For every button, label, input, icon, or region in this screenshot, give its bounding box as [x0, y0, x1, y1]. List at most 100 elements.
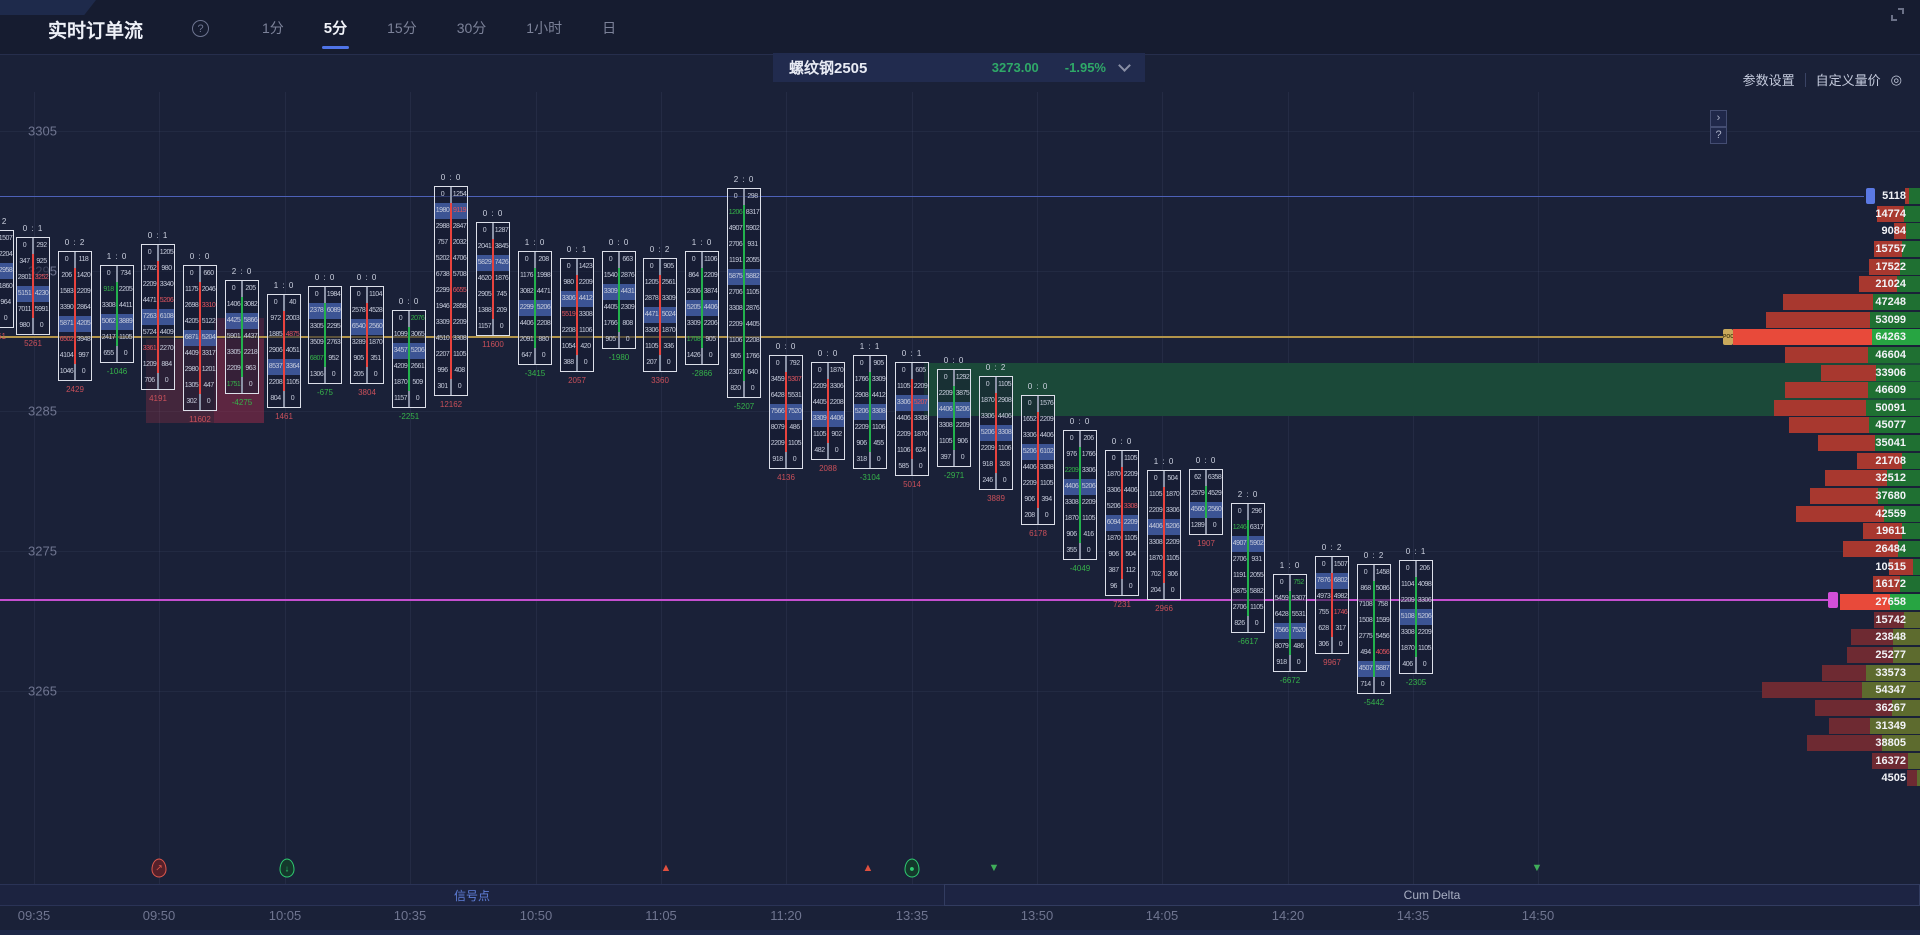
bid-volume-cell: 4406 — [1022, 464, 1037, 471]
ask-volume-cell: 112 — [1125, 567, 1136, 574]
candle-body-line — [911, 427, 913, 443]
candle-row: 1106 624 — [896, 443, 928, 459]
ask-volume-cell: 3308 — [452, 335, 467, 342]
bid-volume-cell: 906 — [1066, 531, 1077, 538]
bid-volume-cell: 1176 — [519, 272, 534, 279]
candle-body-line — [701, 252, 703, 268]
help-button[interactable]: ? — [1710, 127, 1727, 144]
help-icon[interactable]: ? — [192, 20, 209, 37]
candle-body-line — [1331, 557, 1333, 573]
signal-marker: ● — [904, 858, 920, 878]
gridline-vertical — [786, 92, 787, 906]
footprint-candle: 2 : 0 0 205 1406 3082 4425 5866 5901 4437 3305 221… — [225, 267, 259, 407]
bid-volume-cell: 0 — [189, 270, 194, 277]
candle-row: 246 0 — [980, 473, 1012, 489]
candle-row: 0 1254 — [435, 187, 467, 203]
profile-buy-bar — [1908, 752, 1920, 769]
expand-icon[interactable] — [1891, 8, 1904, 21]
ask-volume-cell: 206 — [1419, 565, 1430, 572]
instrument-selector[interactable]: 螺纹钢2505 3273.00 -1.95% — [773, 53, 1145, 82]
bid-volume-cell: 714 — [1360, 681, 1371, 688]
bid-volume-cell: 6428 — [770, 392, 785, 399]
signal-triangle-icon: ▼ — [1531, 862, 1543, 874]
tab-1分[interactable]: 1分 — [262, 19, 284, 36]
ask-volume-cell: 884 — [161, 361, 172, 368]
ask-volume-cell: 5887 — [1375, 665, 1390, 672]
tab-1小时[interactable]: 1小时 — [526, 19, 563, 36]
ask-volume-cell: 2055 — [745, 257, 760, 264]
candle-row: 905 0 — [603, 332, 635, 348]
bid-volume-cell: 2299 — [435, 287, 450, 294]
ask-volume-cell: 3364 — [285, 363, 300, 370]
bid-volume-cell: 1870 — [1148, 555, 1163, 562]
ask-volume-cell: 963 — [245, 365, 256, 372]
profile-buy-bar — [1902, 240, 1920, 257]
profile-buy-bar — [1892, 699, 1920, 716]
candle-body-line — [1415, 609, 1417, 625]
ask-volume-cell: 5024 — [661, 311, 676, 318]
candle-row: 355 0 — [1064, 543, 1096, 559]
bid-volume-cell: 4405 — [603, 304, 618, 311]
tab-15分[interactable]: 15分 — [387, 19, 417, 36]
candle-row: 1191 2055 — [728, 253, 760, 269]
bid-volume-cell: 1426 — [686, 352, 701, 359]
volume-profile-row — [1815, 699, 1920, 716]
candle-row: 4209 2661 — [393, 359, 425, 375]
profile-buy-bar — [1902, 523, 1920, 540]
candle-row: 1751 0 — [226, 377, 258, 393]
candle-body-line — [74, 252, 76, 268]
collapse-panel-button[interactable]: › — [1710, 110, 1727, 127]
candle-header: 0 : 0 — [1027, 382, 1049, 391]
candle-row: 302 0 — [184, 394, 216, 410]
candle-row: 714 0 — [1358, 677, 1390, 693]
bid-volume-cell: 3289 — [351, 339, 366, 346]
profile-buy-bar — [1893, 646, 1920, 663]
candle-header: 0 : 1 — [901, 349, 923, 358]
candle-body-line — [366, 303, 368, 319]
profile-sell-bar — [1762, 682, 1862, 699]
candle-body-line — [450, 187, 452, 203]
custom-volume-icon[interactable]: ◎ — [1890, 71, 1902, 87]
custom-volume-link[interactable]: 自定义量价 — [1815, 73, 1881, 88]
candle-row: 7108 758 — [1358, 597, 1390, 613]
profile-value: 37680 — [1875, 490, 1906, 503]
candle-body-line — [116, 330, 118, 346]
candle-body-line — [1247, 520, 1249, 536]
gridline-vertical — [410, 92, 411, 906]
ask-volume-cell: 2209 — [578, 279, 593, 286]
bid-volume-cell: 397 — [940, 454, 951, 461]
ask-volume-cell: 1766 — [745, 353, 760, 360]
profile-value: 25277 — [1875, 648, 1906, 661]
candle-body-line — [199, 314, 201, 330]
candle-row: 1175 2046 — [184, 282, 216, 298]
candle-body-line — [869, 452, 871, 468]
candle-row: 2578 4528 — [351, 303, 383, 319]
candle-body-line — [869, 436, 871, 452]
ask-volume-cell: 1105 — [1249, 604, 1264, 611]
tab-日[interactable]: 日 — [602, 19, 617, 36]
tab-30分[interactable]: 30分 — [456, 19, 487, 36]
candle-body-line — [450, 363, 452, 379]
signal-panel-label: 信号点 — [453, 888, 490, 903]
ask-volume-cell: 2209 — [1081, 499, 1096, 506]
param-settings-link[interactable]: 参数设置 — [1742, 73, 1795, 88]
bid-volume-cell: 0 — [733, 193, 738, 200]
candle-row: 2209 3306 — [1148, 503, 1180, 519]
ask-volume-cell: 2309 — [620, 304, 635, 311]
candle-body-line — [1289, 591, 1291, 607]
candle-body-line — [1163, 535, 1165, 551]
bid-volume-cell: 4104 — [59, 352, 74, 359]
ask-volume-cell: 5882 — [745, 273, 760, 280]
gridline-vertical — [1538, 92, 1539, 906]
tab-5分[interactable]: 5分 — [321, 0, 350, 55]
app-header: 实时订单流 ? 1分 5分 15分 30分 1小时 日 — [0, 0, 1920, 55]
candle-row: 4405 2208 — [812, 395, 844, 411]
ask-volume-cell: 1254 — [452, 191, 467, 198]
candle-body-line — [1079, 495, 1081, 511]
bid-volume-cell: 1105 — [644, 343, 659, 350]
candle-row: 820 0 — [728, 381, 760, 397]
candle-body-line — [1205, 470, 1207, 486]
footprint-candle: 2 : 0 0 298 1206 8317 4907 5902 2706 931 1191 2055… — [727, 175, 761, 411]
footprint-candle: 1 : 0 0 752 5459 5307 6428 5531 7566 7520 8079 486… — [1273, 561, 1307, 685]
